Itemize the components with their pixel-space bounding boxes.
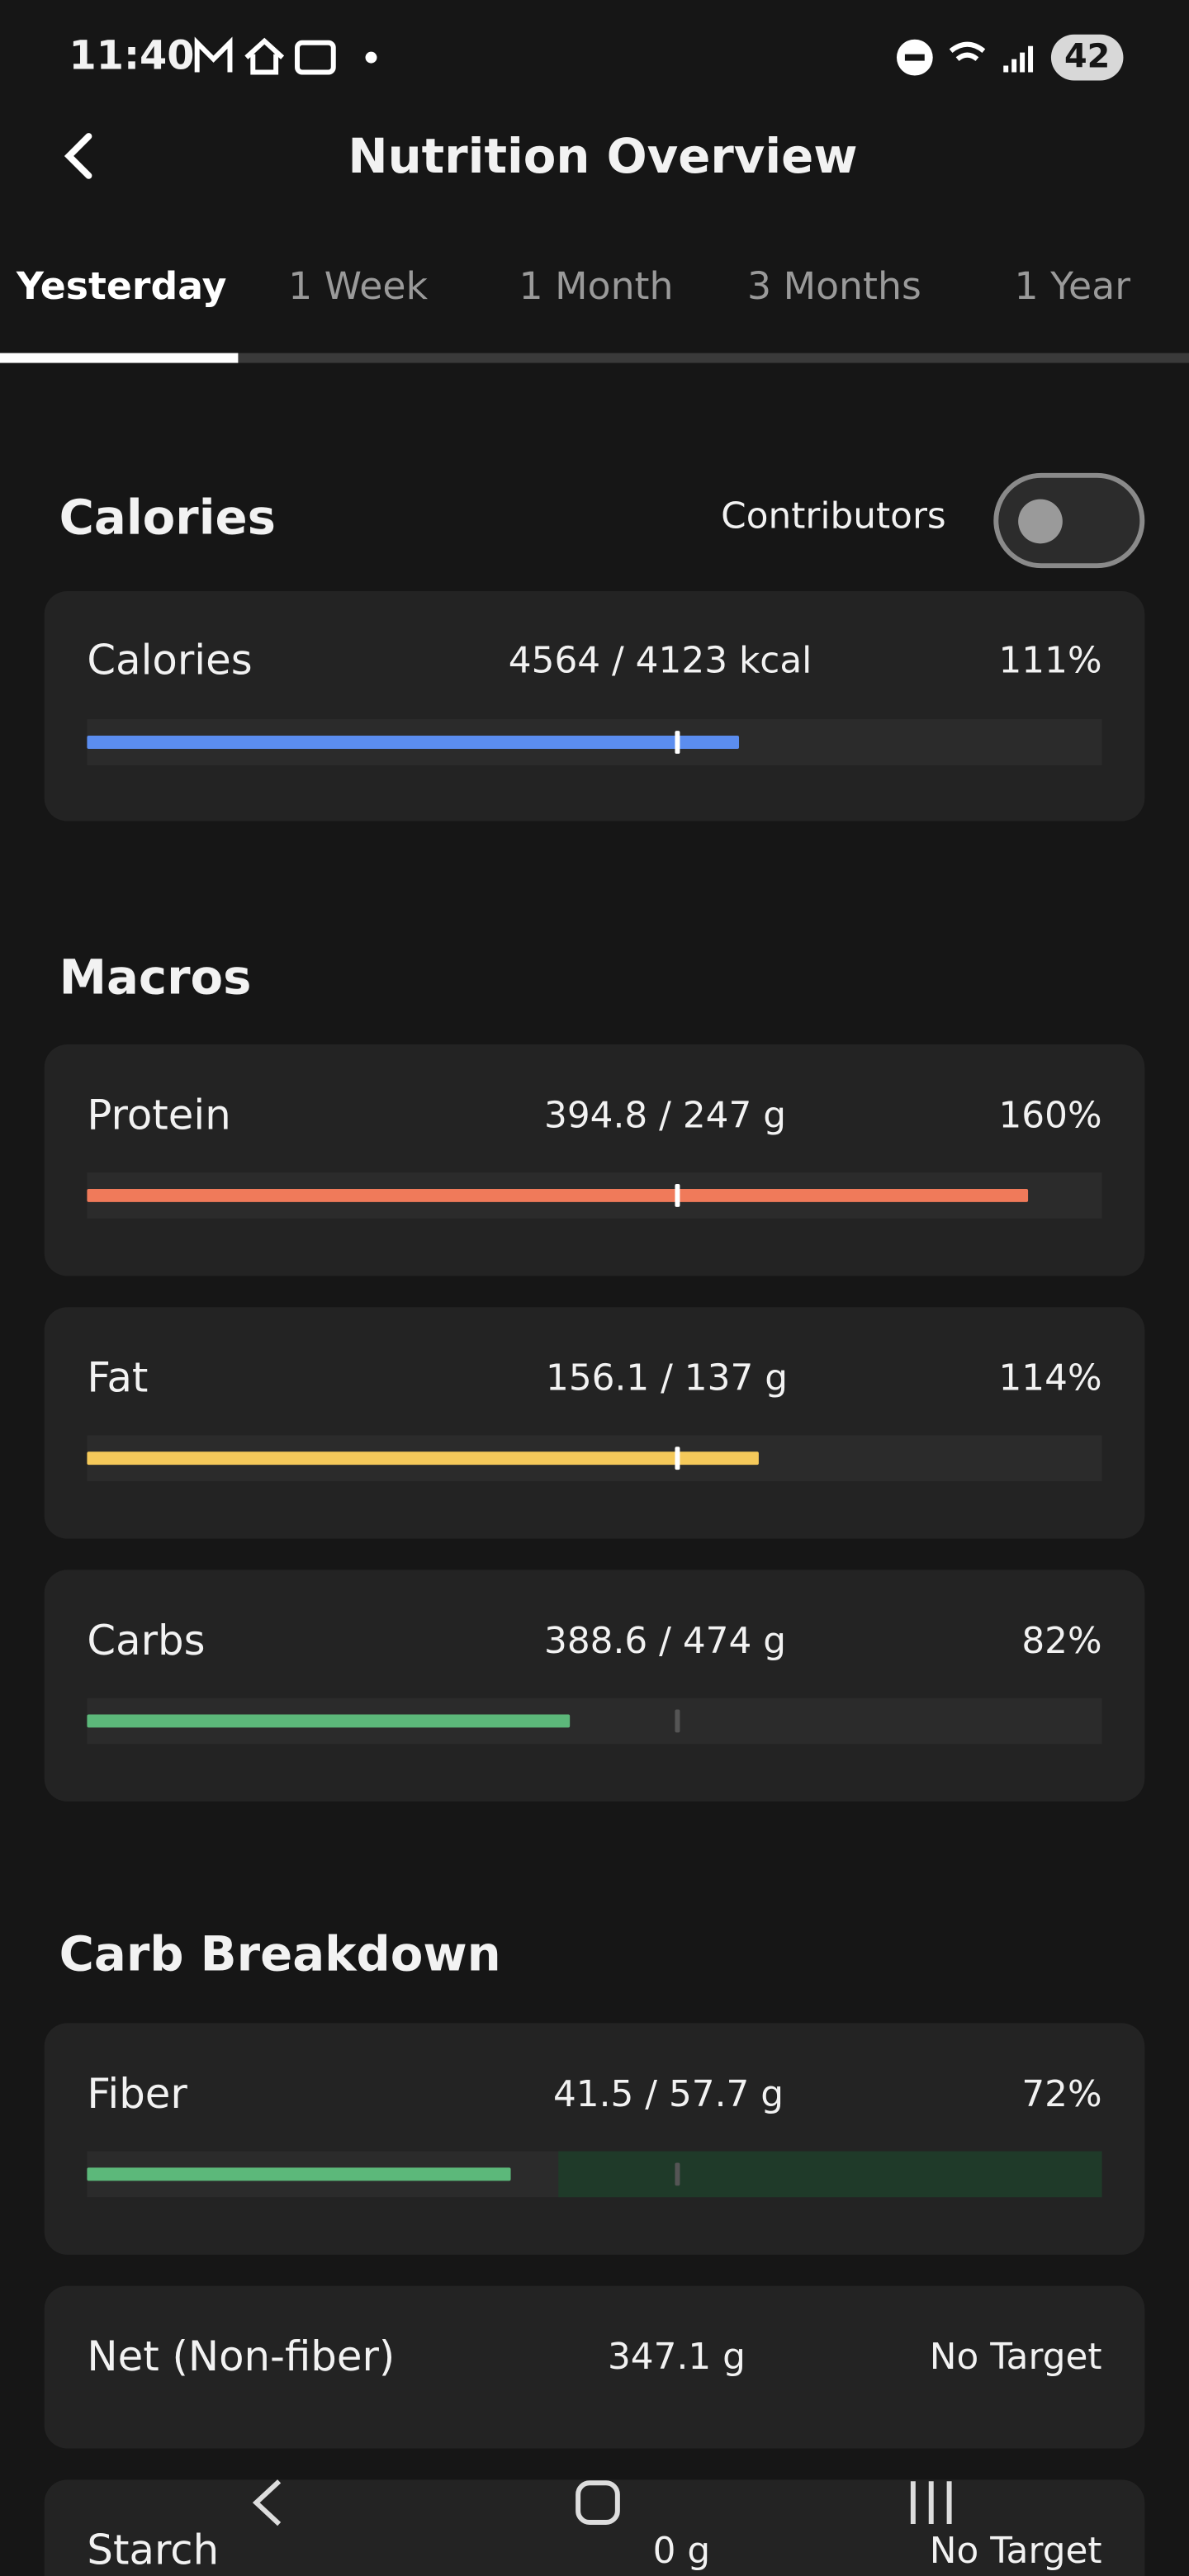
progress-track <box>87 1698 1102 1745</box>
target-marker <box>675 1184 680 1207</box>
nutrient-card: Carbs 388.6 / 474 g 82% <box>44 1570 1145 1802</box>
contributors-toggle[interactable] <box>993 472 1145 569</box>
nutrient-amount: 347.1 g <box>607 2337 746 2379</box>
nutrient-label: Protein <box>87 1091 231 1139</box>
page-title: Nutrition Overview <box>348 128 858 184</box>
tab[interactable]: 1 Week <box>288 266 429 309</box>
progress-fill <box>87 1714 571 1728</box>
nutrient-card: Net (Non-fiber) 347.1 g No Target <box>44 2285 1145 2449</box>
tab[interactable]: 3 Months <box>746 266 921 309</box>
nutrient-percent: 72% <box>1021 2075 1102 2116</box>
status-icons <box>194 36 377 75</box>
nav-home[interactable] <box>576 2480 620 2526</box>
tab[interactable]: Yesterday <box>16 266 227 309</box>
target-marker <box>675 2162 680 2186</box>
section-title: Calories <box>59 489 276 546</box>
tab[interactable]: 1 Month <box>519 266 674 309</box>
nutrient-percent: No Target <box>929 2531 1102 2573</box>
progress-track <box>87 1435 1102 1482</box>
progress-track <box>87 1172 1102 1219</box>
nutrient-percent: No Target <box>929 2337 1102 2379</box>
status-right-icons <box>896 34 1124 81</box>
nutrient-label: Fiber <box>87 2070 187 2118</box>
battery-level: 42 <box>1063 36 1111 76</box>
nav-back[interactable] <box>252 2479 282 2526</box>
progress-fill <box>87 1451 759 1466</box>
nutrient-card: Calories 4564 / 4123 kcal 111% <box>44 591 1145 822</box>
nutrient-label: Carbs <box>87 1617 206 1664</box>
navigation-bar <box>252 2479 952 2526</box>
back-button[interactable] <box>59 131 102 181</box>
nutrient-label: Calories <box>87 636 253 684</box>
progress-fill <box>87 2167 511 2181</box>
tab-indicator <box>0 353 239 363</box>
nutrient-amount: 156.1 / 137 g <box>545 1358 789 1400</box>
progress-fill <box>87 1188 1029 1202</box>
progress-track <box>87 719 1102 765</box>
nutrient-card: Fiber 41.5 / 57.7 g 72% <box>44 2023 1145 2255</box>
nutrient-label: Fat <box>87 1353 149 1402</box>
section-title: Carb Breakdown <box>59 1926 501 1982</box>
target-marker <box>675 1709 680 1733</box>
progress-fill <box>87 736 740 749</box>
status-time: 11:40 <box>69 32 195 79</box>
nutrient-label: Net (Non-fiber) <box>87 2332 396 2380</box>
nutrient-card: Fat 156.1 / 137 g 114% <box>44 1307 1145 1539</box>
nutrient-amount: 0 g <box>652 2531 711 2573</box>
nav-recents[interactable] <box>910 2481 952 2525</box>
tab[interactable]: 1 Year <box>1014 266 1131 309</box>
target-marker <box>675 1447 680 1470</box>
nutrient-percent: 111% <box>998 641 1102 683</box>
target-marker <box>675 731 680 754</box>
nutrient-card: Starch 0 g No Target <box>44 2479 1145 2576</box>
nutrient-amount: 4564 / 4123 kcal <box>508 641 812 683</box>
nutrient-amount: 388.6 / 474 g <box>543 1622 787 1663</box>
section-title: Macros <box>59 949 252 1006</box>
nutrient-label: Starch <box>87 2526 220 2574</box>
nutrient-percent: 114% <box>998 1358 1102 1400</box>
tab-track <box>0 353 1189 363</box>
nutrient-amount: 394.8 / 247 g <box>543 1096 787 1138</box>
progress-track <box>87 2151 1102 2198</box>
toggle-label: Contributors <box>721 496 946 538</box>
target-range <box>558 2151 1102 2198</box>
nutrient-percent: 82% <box>1021 1622 1102 1663</box>
nutrient-card: Protein 394.8 / 247 g 160% <box>44 1044 1145 1276</box>
nutrient-amount: 41.5 / 57.7 g <box>552 2075 784 2116</box>
nutrient-percent: 160% <box>998 1096 1102 1138</box>
